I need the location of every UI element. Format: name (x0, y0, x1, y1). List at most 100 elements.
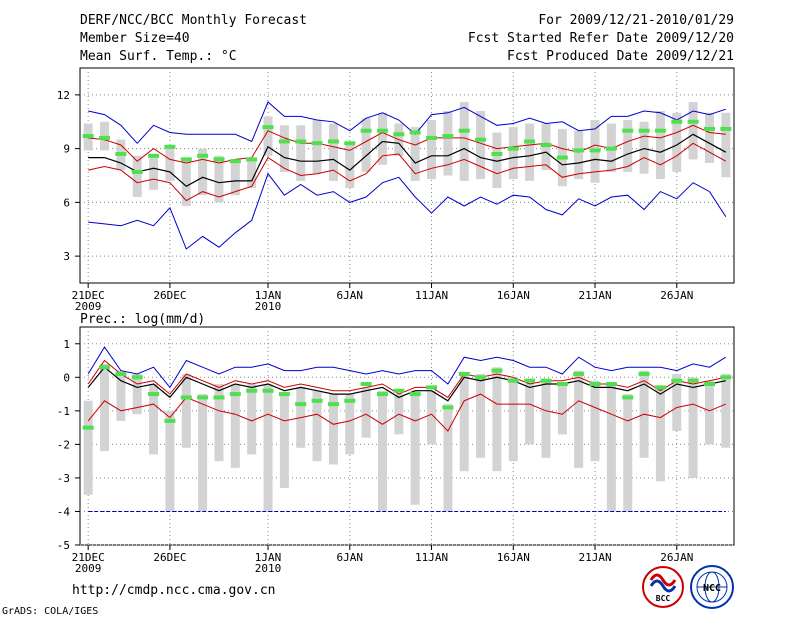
median-marker (278, 139, 290, 144)
spread-box (149, 384, 159, 455)
spread-box (639, 121, 649, 174)
plot-frame (79, 326, 735, 546)
bcc-wave-icon (649, 579, 677, 593)
spread-box (132, 155, 142, 197)
median-marker (213, 395, 225, 400)
spread-box (492, 367, 502, 472)
bcc-logo: BCC (642, 566, 684, 608)
median-marker (409, 130, 421, 135)
figure-title: DERF/NCC/BCC Monthly Forecast (80, 13, 307, 28)
median-marker (197, 153, 209, 158)
spread-box (410, 127, 420, 181)
spread-box (427, 119, 437, 180)
median-marker (507, 146, 519, 151)
spread-box (312, 390, 322, 462)
spread-box (247, 384, 257, 455)
y-tick-label: -2 (57, 438, 70, 451)
spread-box (655, 111, 665, 180)
median-marker (393, 388, 405, 393)
spread-box (443, 111, 453, 176)
y-tick-label: 3 (63, 250, 70, 263)
spread-box (721, 112, 731, 178)
x-tick-label: 11JAN (415, 289, 448, 302)
source-url[interactable]: http://cmdp.ncc.cma.gov.cn (72, 583, 276, 598)
series-mean-line (87, 366, 726, 402)
median-marker (524, 139, 536, 144)
y-tick-label: 12 (57, 89, 70, 102)
spread-box (328, 123, 338, 181)
median-marker (671, 119, 683, 124)
spread-box (279, 394, 289, 488)
median-marker (344, 398, 356, 403)
y-tick-label: -1 (57, 405, 70, 418)
median-marker (524, 378, 536, 383)
spread-box (198, 148, 208, 196)
median-marker (360, 128, 372, 133)
median-marker (82, 134, 94, 139)
median-marker (458, 371, 470, 376)
median-marker (605, 146, 617, 151)
median-marker (148, 153, 160, 158)
median-marker (311, 398, 323, 403)
median-marker (507, 378, 519, 383)
y-tick-label: 0 (63, 371, 70, 384)
median-marker (671, 378, 683, 383)
spread-box (721, 373, 731, 448)
y-tick-label: -4 (57, 505, 71, 518)
spread-box (688, 377, 698, 478)
variable-label: Mean Surf. Temp.: °C (80, 49, 237, 64)
median-marker (458, 128, 470, 133)
series-max-line (87, 346, 727, 389)
median-marker (376, 392, 388, 397)
median-marker (180, 157, 192, 162)
median-marker (344, 141, 356, 146)
y-tick-label: -3 (57, 472, 70, 485)
median-marker (278, 392, 290, 397)
median-marker (475, 137, 487, 142)
median-marker (589, 148, 601, 153)
median-marker (180, 395, 192, 400)
median-marker (262, 388, 274, 393)
spread-box (165, 410, 175, 512)
precip-panel-title: Prec.: log(mm/d) (80, 312, 205, 327)
median-marker (703, 126, 715, 131)
bcc-swirl-icon (649, 573, 677, 587)
x-tick-label: 11JAN (415, 551, 448, 564)
spread-box (230, 384, 240, 468)
series-upper-line (87, 359, 726, 399)
spread-box (574, 130, 584, 180)
median-marker (589, 382, 601, 387)
member-size: Member Size=40 (80, 31, 190, 46)
spread-box (459, 102, 469, 181)
spread-box (132, 373, 142, 415)
median-marker (115, 152, 127, 156)
median-marker (638, 128, 650, 133)
median-marker (720, 126, 732, 131)
median-marker (246, 388, 258, 393)
spread-box (83, 400, 93, 495)
series-lower-line (87, 393, 726, 432)
spread-box (704, 112, 714, 163)
x-tick-year: 2009 (75, 562, 102, 575)
spread-box (263, 116, 273, 156)
median-marker (573, 148, 585, 153)
median-marker (164, 418, 176, 423)
median-marker (426, 135, 438, 140)
series-upper-line (88, 124, 726, 164)
x-tick-year: 2009 (75, 300, 102, 313)
median-marker (393, 132, 405, 137)
forecast-period: For 2009/12/21-2010/01/29 (538, 13, 734, 28)
median-marker (556, 382, 568, 387)
spread-box (328, 394, 338, 465)
bcc-logo-text: BCC (656, 594, 671, 603)
y-tick-label: 9 (63, 143, 70, 156)
spread-box (377, 390, 387, 512)
median-marker (131, 375, 143, 380)
spread-box (525, 380, 535, 445)
spread-box (557, 384, 567, 435)
spread-box (214, 155, 224, 203)
spread-box (149, 154, 159, 190)
median-marker (164, 144, 176, 149)
x-tick-label: 16JAN (497, 289, 530, 302)
